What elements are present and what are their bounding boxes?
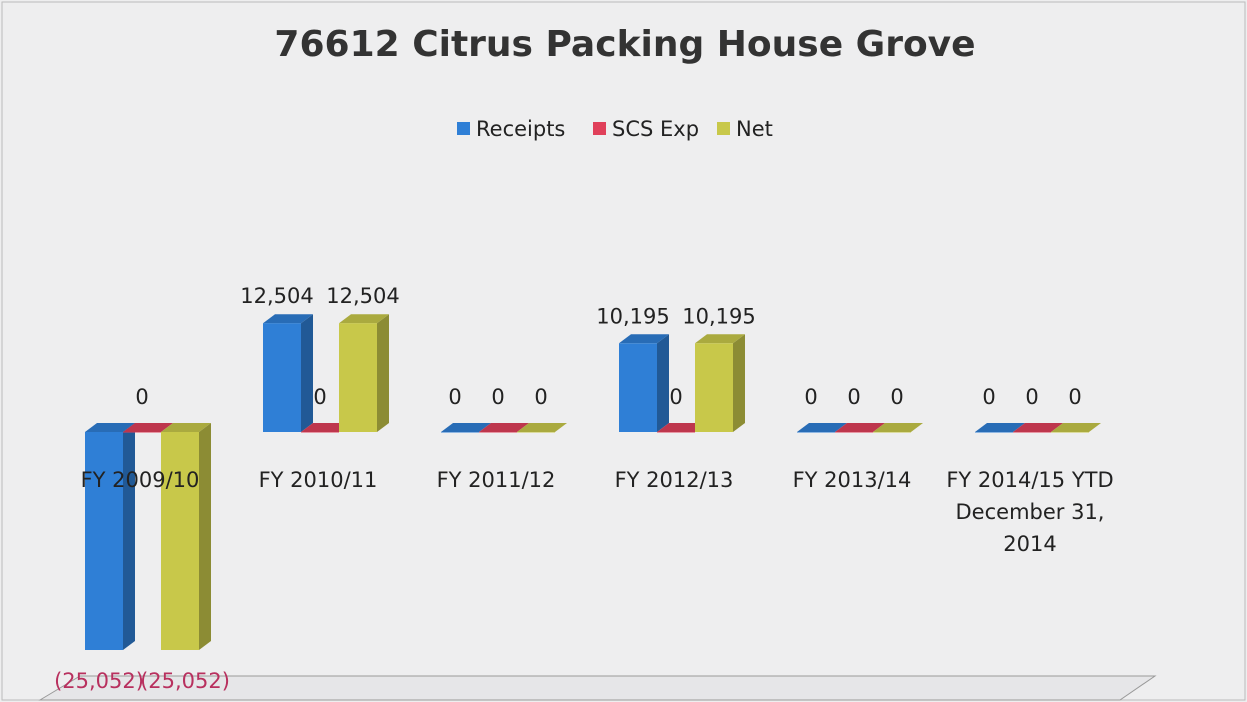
bar: [873, 432, 911, 433]
bar-top: [1051, 423, 1101, 432]
floor: [38, 675, 1157, 701]
bar: [441, 432, 479, 433]
data-label: 12,504: [326, 284, 399, 308]
data-label: 12,504: [240, 284, 313, 308]
bar-top: [797, 423, 847, 432]
data-label: 0: [669, 385, 682, 409]
bar: [161, 432, 199, 650]
bar-top: [657, 423, 707, 432]
data-label: 0: [534, 385, 547, 409]
bar-top: [1013, 423, 1063, 432]
x-tick-label: FY 2010/11: [258, 468, 378, 492]
bar-top: [517, 423, 567, 432]
bar-top: [123, 423, 173, 432]
data-label: 0: [1068, 385, 1081, 409]
bar: [263, 323, 301, 432]
bar: [657, 432, 695, 433]
legend-label: Receipts: [476, 117, 565, 141]
legend-swatch: [457, 122, 470, 135]
bar: [339, 323, 377, 432]
data-label: 0: [135, 385, 148, 409]
bar: [1051, 432, 1089, 433]
data-label: 0: [491, 385, 504, 409]
bar-side: [199, 423, 211, 650]
bar-side: [123, 423, 135, 650]
data-label: 0: [982, 385, 995, 409]
bar-top: [301, 423, 351, 432]
x-tick-label: FY 2011/12: [436, 468, 556, 492]
bar: [517, 432, 555, 433]
data-label: 0: [1025, 385, 1038, 409]
bar: [797, 432, 835, 433]
bar-top: [479, 423, 529, 432]
data-label: 0: [448, 385, 461, 409]
bar-side: [657, 334, 669, 432]
legend-label: Net: [736, 117, 773, 141]
legend-label: SCS Exp: [612, 117, 699, 141]
bar-top: [263, 314, 313, 324]
bar: [1013, 432, 1051, 433]
legend-swatch: [717, 122, 730, 135]
legend-swatch: [593, 122, 606, 135]
data-label: 10,195: [682, 304, 755, 328]
bar-top: [695, 334, 745, 344]
bar: [835, 432, 873, 433]
data-label: 0: [313, 385, 326, 409]
bar-top: [619, 334, 669, 344]
bar: [695, 343, 733, 432]
bar-top: [835, 423, 885, 432]
bar-top: [339, 314, 389, 324]
data-label: (25,052): [54, 669, 144, 693]
bar-top: [161, 423, 211, 432]
data-label: 0: [804, 385, 817, 409]
bar-top: [85, 423, 135, 432]
x-tick-label: FY 2012/13: [614, 468, 734, 492]
bar-top: [975, 423, 1025, 432]
x-tick-label: FY 2009/10: [80, 468, 200, 492]
bar: [123, 432, 161, 433]
bar-side: [377, 314, 389, 432]
bar-top: [873, 423, 923, 432]
bar: [619, 343, 657, 432]
bar: [85, 432, 123, 650]
bar-side: [301, 314, 313, 432]
data-label: 0: [890, 385, 903, 409]
x-tick-label: FY 2013/14: [792, 468, 912, 492]
data-label: (25,052): [140, 669, 230, 693]
data-label: 0: [847, 385, 860, 409]
chart-title: 76612 Citrus Packing House Grove: [274, 24, 975, 65]
data-label: 10,195: [596, 304, 669, 328]
bar-side: [733, 334, 745, 432]
bar-top: [441, 423, 491, 432]
bar: [301, 432, 339, 433]
x-tick-label: FY 2014/15 YTD December 31, 2014: [946, 468, 1114, 556]
bar: [479, 432, 517, 433]
bar: [975, 432, 1013, 433]
